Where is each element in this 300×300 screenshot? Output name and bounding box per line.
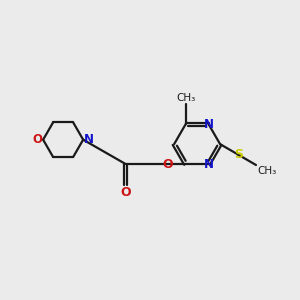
Text: S: S [234, 148, 243, 161]
Text: CH₃: CH₃ [176, 93, 195, 103]
Text: O: O [120, 186, 131, 200]
Text: O: O [32, 133, 42, 146]
Text: N: N [84, 133, 94, 146]
Text: CH₃: CH₃ [257, 166, 277, 176]
Text: O: O [162, 158, 173, 170]
Text: N: N [204, 158, 214, 170]
Text: N: N [204, 118, 214, 131]
